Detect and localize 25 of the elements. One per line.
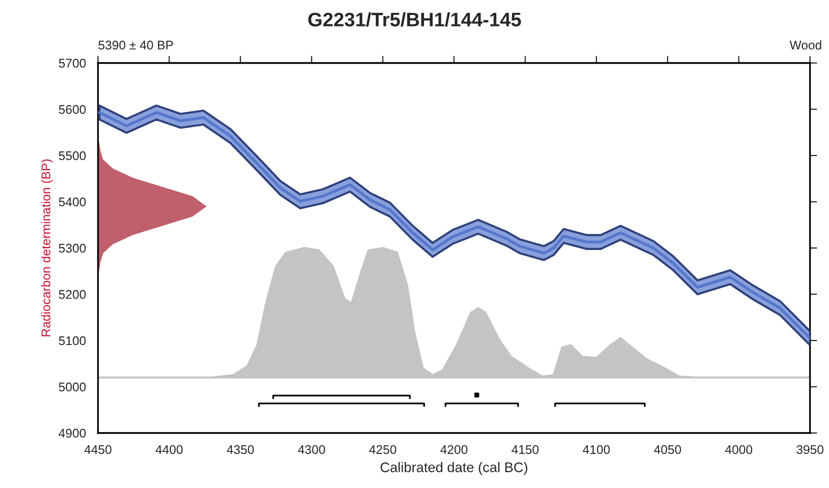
x-tick-label: 4450	[84, 445, 112, 454]
y-axis-title: Radiocarbon determination (BP)	[41, 159, 53, 336]
x-tick-label: 4000	[725, 445, 752, 454]
y-tick-label: 5000	[58, 382, 86, 392]
x-tick-label: 4100	[582, 445, 610, 454]
y-tick-label: 5400	[58, 198, 86, 206]
text: 5390 ± 40 BP	[98, 40, 174, 50]
text: Wood	[790, 40, 822, 50]
x-tick-label: 4200	[440, 445, 468, 454]
x-axis-title: Calibrated date (cal BC)	[380, 462, 528, 475]
y-tick-label: 5500	[58, 151, 86, 160]
y-tick-label: 5600	[58, 105, 86, 114]
y-tick-label: 5700	[58, 58, 86, 68]
x-tick-label: 4400	[156, 445, 183, 454]
y-tick-label: 5300	[58, 244, 86, 253]
chart-title: G2231/Tr5/BH1/144-145	[308, 12, 521, 27]
y-tick-label: 5200	[58, 290, 86, 299]
x-tick-label: 3950	[796, 445, 824, 454]
x-tick-label: 4350	[226, 445, 254, 454]
x-tick-label: 4050	[654, 445, 682, 454]
y-tick-label: 5100	[58, 336, 86, 346]
x-tick-label: 4300	[298, 445, 326, 454]
x-tick-label: 4150	[512, 445, 539, 454]
x-tick-label: 4250	[369, 445, 396, 454]
y-tick-label: 4900	[58, 428, 86, 438]
